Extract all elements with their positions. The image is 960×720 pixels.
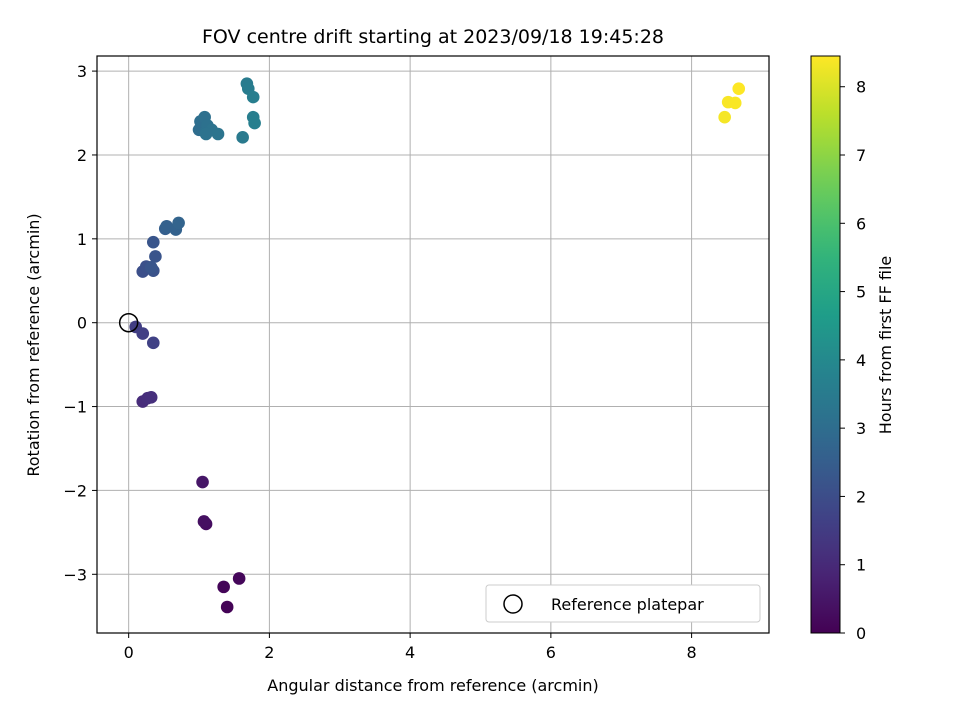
y-tick-label: −3 bbox=[63, 565, 87, 584]
colorbar-tick-label: 3 bbox=[856, 419, 866, 438]
y-tick-label: −2 bbox=[63, 481, 87, 500]
colorbar: 0 1 2 3 4 5 6 7 8 Hours from first FF file bbox=[810, 55, 895, 643]
data-point bbox=[144, 261, 158, 274]
y-tick-label: 1 bbox=[77, 230, 87, 249]
data-point bbox=[149, 250, 162, 263]
plot-frame bbox=[96, 55, 770, 634]
colorbar-gradient bbox=[810, 55, 841, 634]
data-point bbox=[718, 110, 731, 124]
data-point bbox=[172, 216, 185, 230]
data-point bbox=[144, 391, 158, 404]
legend: Reference platepar bbox=[485, 584, 761, 623]
x-tick-label: 6 bbox=[546, 643, 556, 662]
y-tick-label: −1 bbox=[63, 398, 87, 417]
data-point bbox=[136, 327, 150, 340]
colorbar-tick-label: 4 bbox=[856, 351, 866, 370]
y-tick-label: 3 bbox=[77, 62, 87, 81]
data-point bbox=[199, 127, 213, 141]
colorbar-tick-label: 1 bbox=[856, 556, 866, 575]
y-tick-label: 0 bbox=[77, 314, 87, 333]
data-point bbox=[196, 475, 209, 489]
colorbar-label: Hours from first FF file bbox=[876, 256, 895, 435]
x-axis-ticks: 0 2 4 6 8 bbox=[124, 633, 697, 662]
data-point bbox=[232, 572, 246, 585]
colorbar-tick-label: 0 bbox=[856, 624, 866, 643]
y-tick-label: 2 bbox=[77, 146, 87, 165]
colorbar-tick-label: 8 bbox=[856, 78, 866, 97]
data-point bbox=[728, 96, 742, 110]
colorbar-tick-label: 2 bbox=[856, 487, 866, 506]
data-point bbox=[248, 116, 261, 130]
grid-lines bbox=[97, 56, 769, 633]
x-tick-label: 0 bbox=[124, 643, 134, 662]
x-axis-label: Angular distance from reference (arcmin) bbox=[267, 676, 598, 695]
colorbar-tick-label: 5 bbox=[856, 283, 866, 302]
data-point bbox=[220, 600, 234, 614]
y-axis-label: Rotation from reference (arcmin) bbox=[24, 213, 43, 476]
data-point bbox=[211, 127, 225, 141]
data-point bbox=[732, 82, 746, 96]
data-point bbox=[197, 515, 211, 528]
data-point bbox=[236, 131, 249, 144]
chart-title: FOV centre drift starting at 2023/09/18 … bbox=[202, 26, 664, 48]
colorbar-ticks: 0 1 2 3 4 5 6 7 8 bbox=[840, 78, 866, 643]
legend-marker bbox=[503, 594, 523, 614]
legend-label: Reference platepar bbox=[551, 595, 704, 614]
data-point bbox=[146, 336, 160, 350]
data-point bbox=[246, 90, 260, 104]
data-point bbox=[146, 235, 160, 249]
data-points bbox=[129, 77, 746, 614]
x-tick-label: 8 bbox=[687, 643, 697, 662]
x-tick-label: 4 bbox=[405, 643, 415, 662]
x-tick-label: 2 bbox=[264, 643, 274, 662]
colorbar-tick-label: 7 bbox=[856, 146, 866, 165]
data-point bbox=[217, 580, 230, 594]
legend-box bbox=[485, 584, 761, 623]
colorbar-tick-label: 6 bbox=[856, 214, 866, 233]
reference-point-marker bbox=[118, 312, 139, 333]
y-axis-ticks: −3 −2 −1 0 1 2 3 bbox=[63, 62, 97, 584]
